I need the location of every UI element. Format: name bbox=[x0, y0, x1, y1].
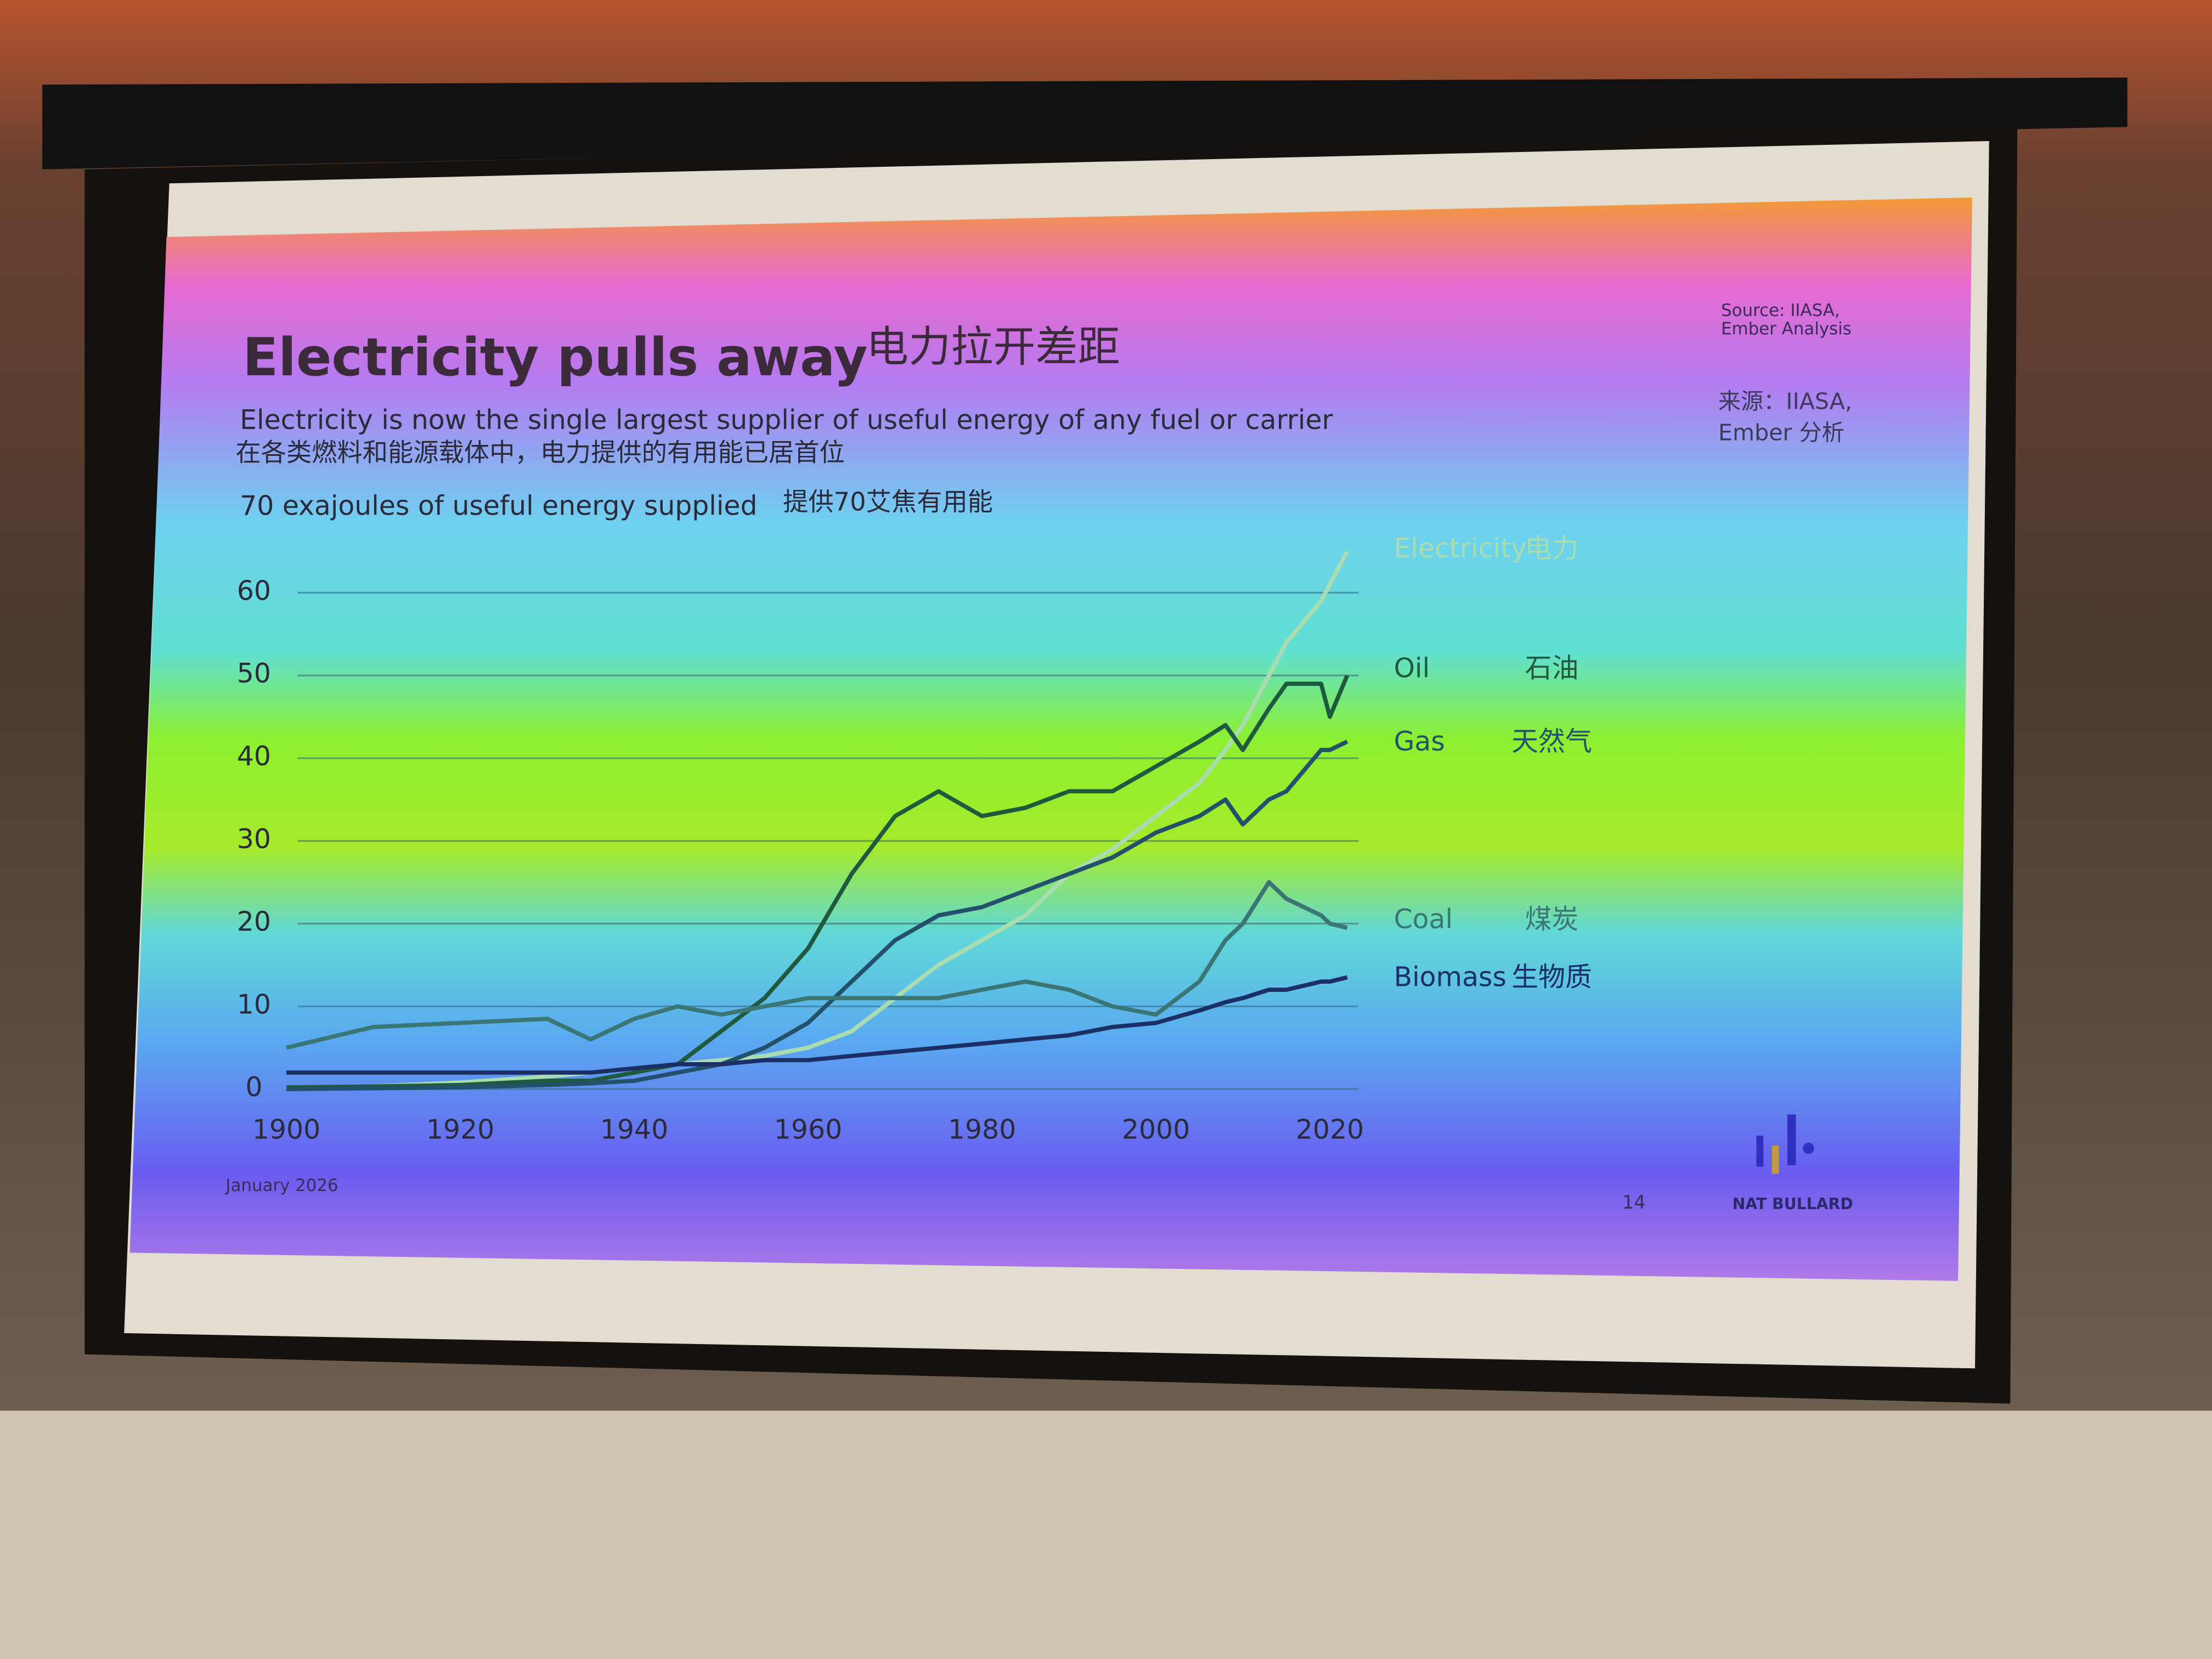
series-line bbox=[286, 880, 1348, 1050]
legend-label: Oil bbox=[1394, 652, 1430, 684]
y-tick-label: 20 bbox=[237, 906, 271, 938]
brand: NAT BULLARD bbox=[1733, 1195, 1853, 1213]
source-zh-box: 来源：IIASA, Ember 分析 bbox=[1718, 388, 1852, 446]
legend-label-zh: 生物质 bbox=[1511, 962, 1592, 993]
y-tick-label: 40 bbox=[237, 741, 271, 772]
series-line bbox=[286, 674, 1350, 1090]
legend-label: Gas bbox=[1394, 726, 1445, 757]
y-tick-label: 50 bbox=[237, 658, 271, 689]
legend-label: Coal bbox=[1394, 904, 1453, 935]
legend-label-zh: 煤炭 bbox=[1525, 904, 1579, 935]
source-box: Source: IIASA, Ember Analysis bbox=[1721, 302, 1852, 339]
x-tick-label: 2020 bbox=[1296, 1114, 1364, 1145]
slide bbox=[129, 198, 1972, 1281]
y-tick-label: 30 bbox=[237, 823, 271, 855]
x-tick-label: 1960 bbox=[774, 1114, 842, 1145]
title: Electricity pulls away bbox=[242, 328, 867, 388]
logo-bar bbox=[1771, 1146, 1779, 1174]
y-axis-label-zh: 提供70艾焦有用能 bbox=[783, 487, 993, 517]
source: Source: IIASA, Ember Analysis bbox=[1721, 302, 1852, 339]
legend-label: Electricity bbox=[1394, 533, 1527, 564]
series-line bbox=[286, 975, 1348, 1075]
source-zh: 来源：IIASA, Ember 分析 bbox=[1718, 388, 1852, 446]
legend-label-zh: 天然气 bbox=[1511, 726, 1592, 757]
x-tick-label: 1920 bbox=[426, 1114, 494, 1145]
y-axis-label: 70 exajoules of useful energy supplied bbox=[240, 490, 757, 522]
y-tick-label: 0 bbox=[245, 1071, 262, 1103]
x-tick-label: 2000 bbox=[1122, 1114, 1190, 1145]
legend-label-zh: 电力 bbox=[1525, 533, 1579, 564]
y-tick-label: 60 bbox=[237, 575, 271, 606]
plot: 0 10 20 30 40 50 60 1900 1920 1940 1960 1980 2000 202… bbox=[237, 533, 1592, 1145]
series-line bbox=[286, 740, 1348, 1091]
screen-bar bbox=[42, 77, 2128, 170]
wall bbox=[0, 1410, 2212, 1659]
y-tick-label: 10 bbox=[237, 989, 271, 1020]
subtitle-zh: 在各类燃料和能源载体中，电力提供的有用能已居首位 bbox=[235, 438, 844, 467]
legend-label: Biomass bbox=[1394, 962, 1506, 993]
logo-dot bbox=[1803, 1142, 1814, 1154]
x-tick-label: 1940 bbox=[600, 1114, 668, 1145]
page-number: 14 bbox=[1622, 1192, 1646, 1213]
legend-label-zh: 石油 bbox=[1525, 652, 1579, 684]
subtitle: Electricity is now the single largest su… bbox=[240, 404, 1333, 436]
logo-bar bbox=[1756, 1136, 1764, 1167]
x-tick-label: 1900 bbox=[252, 1114, 320, 1145]
title-zh: 电力拉开差距 bbox=[866, 323, 1120, 372]
logo-bar bbox=[1787, 1114, 1796, 1165]
x-tick-label: 1980 bbox=[948, 1114, 1016, 1145]
date: January 2026 bbox=[224, 1176, 338, 1195]
